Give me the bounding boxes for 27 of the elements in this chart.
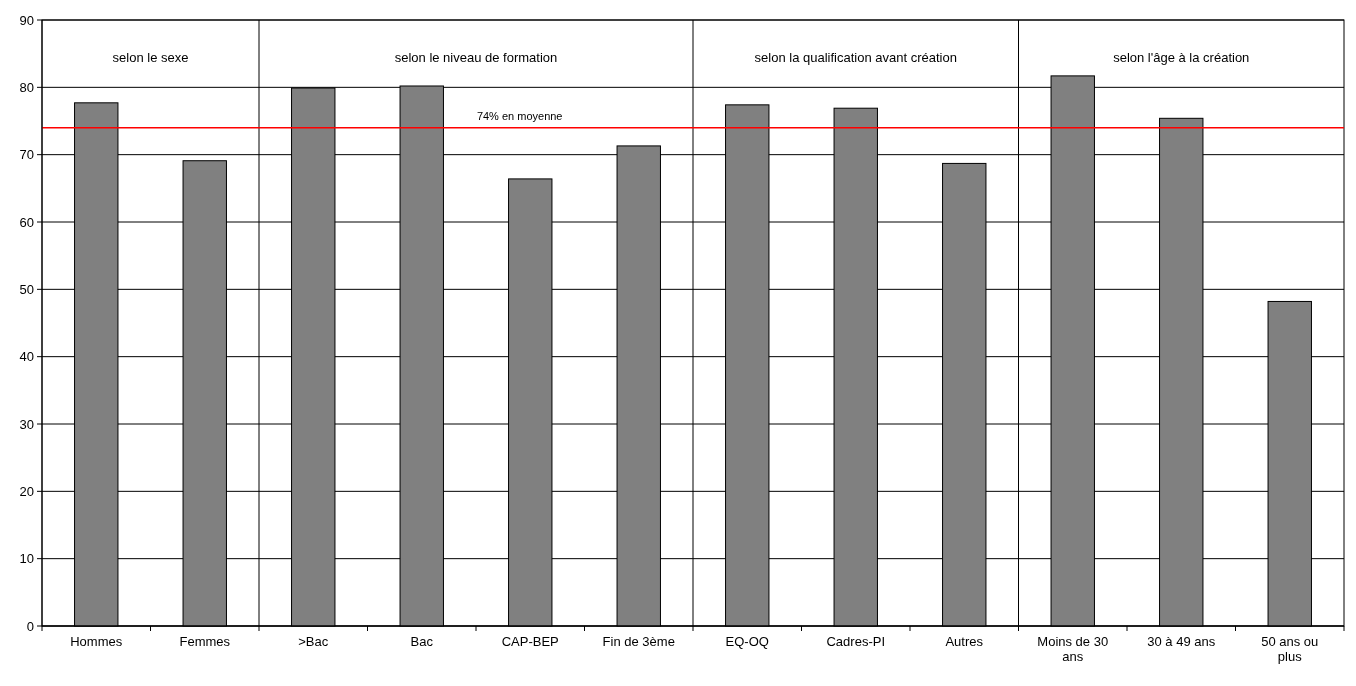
y-tick-label: 30 [19,416,34,432]
y-tick-label: 90 [19,12,34,28]
annotation: selon le niveau de formation [394,50,558,65]
x-tick-label: CAP-BEP [501,634,559,649]
y-tick-label: 70 [19,147,34,163]
x-tick-label: 50 ans ou plus [1261,634,1319,664]
x-tick-label: Autres [945,634,984,649]
x-tick-label: EQ-OQ [725,634,769,649]
x-tick-label: Femmes [179,634,231,649]
y-tick-label: 10 [19,551,34,567]
y-tick-label: 0 [26,618,34,634]
x-tick-label: >Bac [298,634,329,649]
annotation: selon la qualification avant création [754,50,957,65]
x-tick-label: Bac [410,634,434,649]
y-tick-label: 40 [19,349,34,365]
x-tick-label: Moins de 30 ans [1037,634,1109,664]
annotation: selon le sexe [112,50,189,65]
x-tick-label: Fin de 3ème [602,634,675,649]
x-tick-label: Cadres-PI [826,634,886,649]
y-tick-label: 50 [19,281,34,297]
x-tick-label: Hommes [70,634,123,649]
x-tick-label: 30 à 49 ans [1147,634,1216,649]
y-tick-label: 80 [19,79,34,95]
ref-line-label: 74% en moyenne [476,109,563,122]
y-tick-label: 60 [19,214,34,230]
y-tick-label: 20 [19,483,34,499]
annotation: selon l'âge à la création [1113,50,1250,65]
